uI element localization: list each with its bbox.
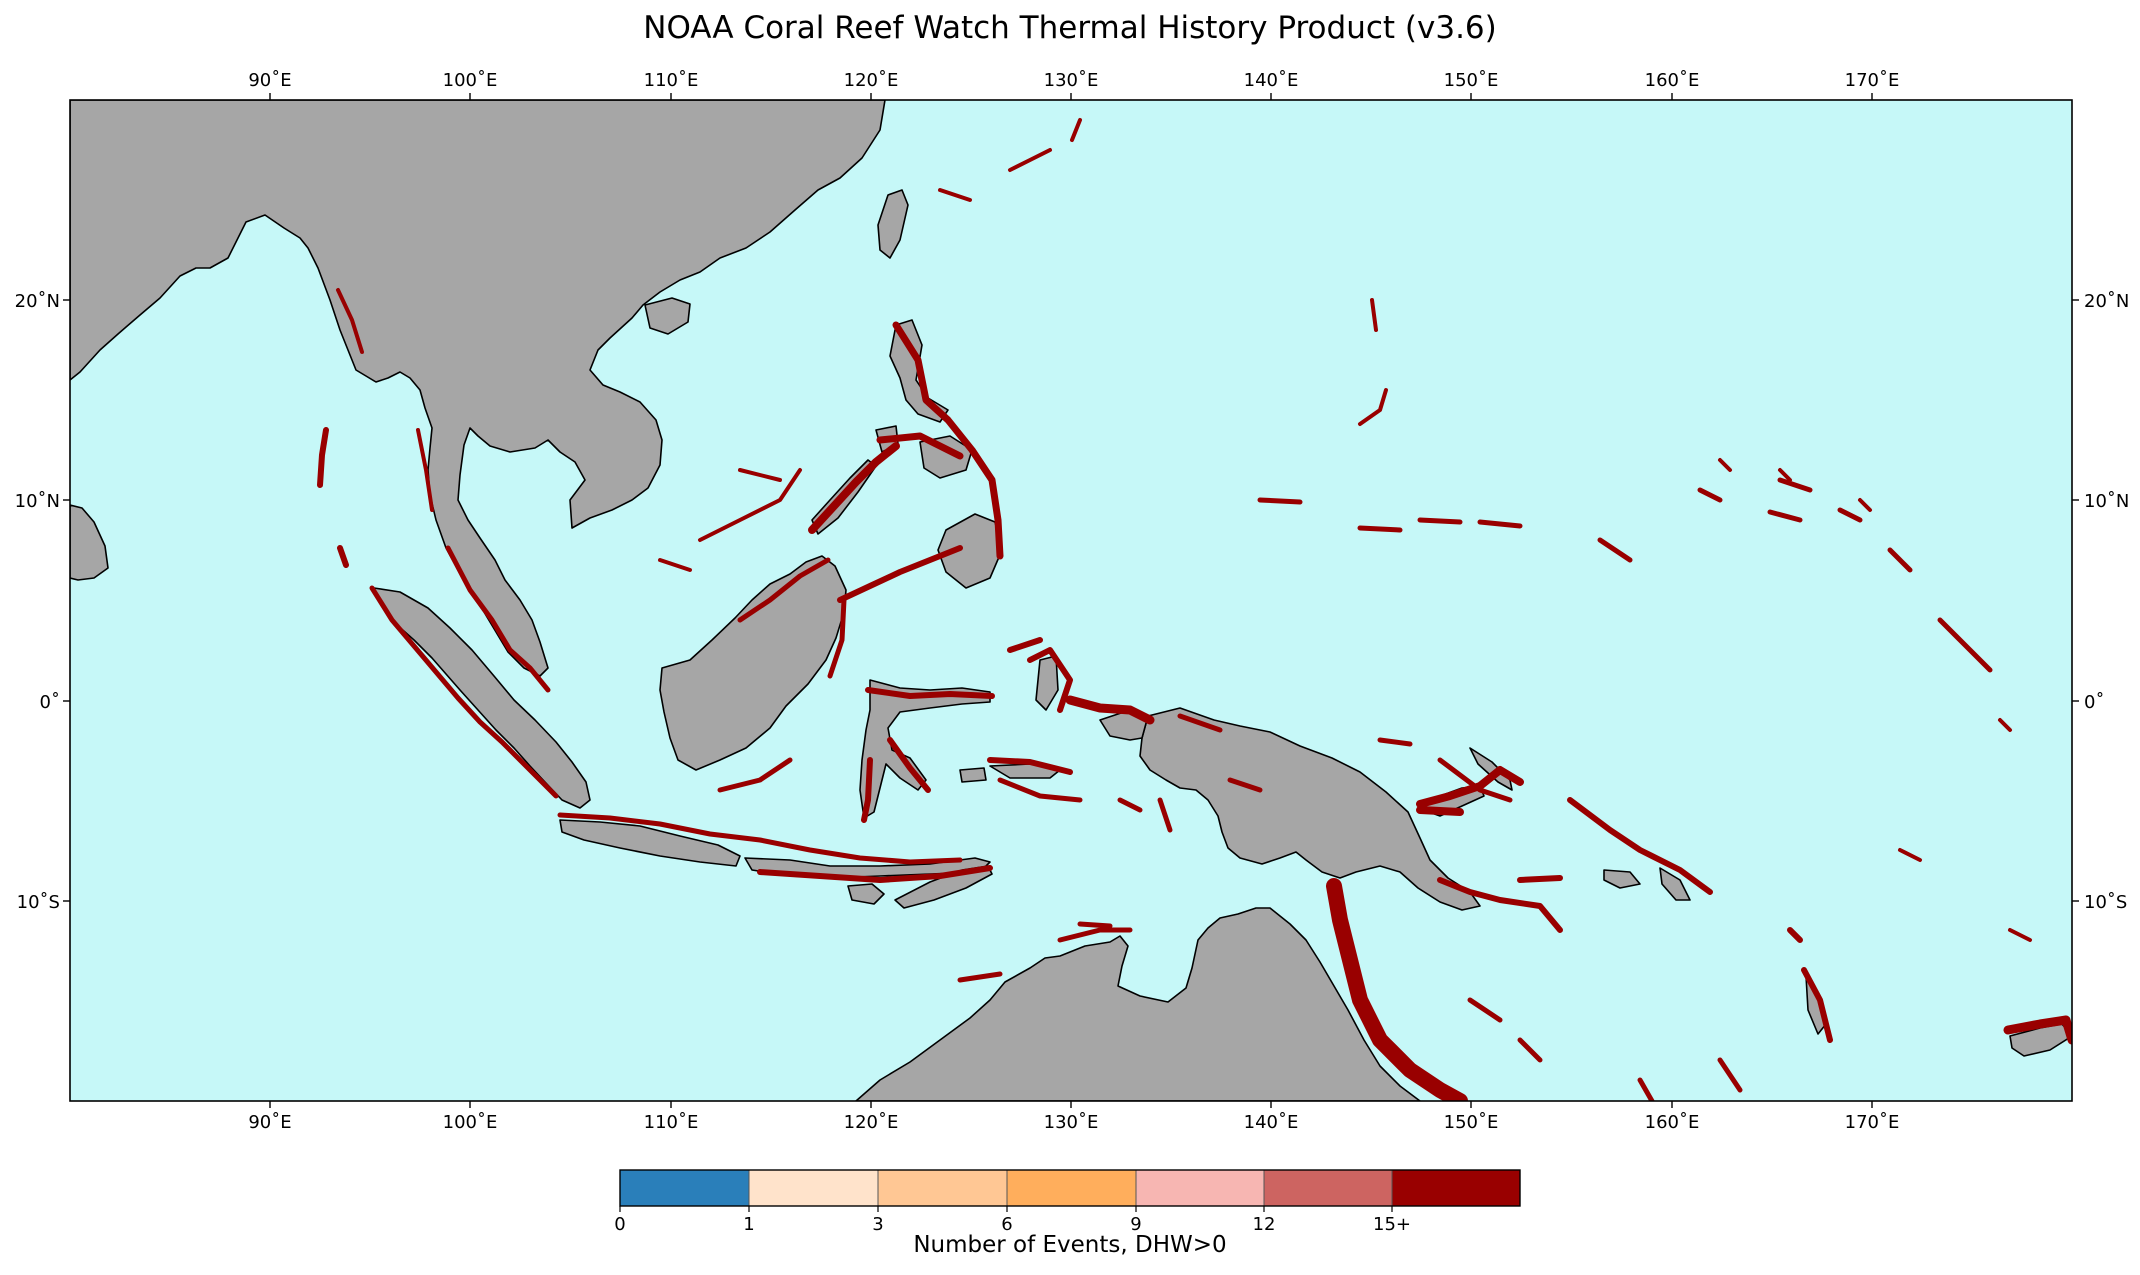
reef-sulawesi bbox=[861, 687, 995, 823]
reef-borneo bbox=[717, 557, 847, 793]
colorbar-bin bbox=[749, 1170, 878, 1206]
lat-label-left: 0˚ bbox=[40, 692, 60, 713]
visayas bbox=[919, 435, 973, 479]
colorbar-tick-label: 1 bbox=[743, 1214, 754, 1235]
australia bbox=[855, 907, 1421, 1101]
colorbar-title: Number of Events, DHW>0 bbox=[913, 1232, 1227, 1258]
lon-label-bottom: 160˚E bbox=[1645, 1112, 1700, 1133]
lon-label-top: 170˚E bbox=[1845, 70, 1900, 91]
reef-png-south bbox=[1437, 875, 1563, 933]
hainan bbox=[644, 297, 691, 335]
colorbar: 0 1 3 6 9 12 15+ bbox=[614, 1169, 1521, 1235]
lon-label-top: 150˚E bbox=[1444, 70, 1499, 91]
lon-label-bottom: 100˚E bbox=[443, 1112, 498, 1133]
reef-malacca bbox=[445, 545, 551, 693]
colorbar-tick-label: 6 bbox=[1001, 1214, 1012, 1235]
lon-labels-bottom: 90˚E 100˚E 110˚E 120˚E 130˚E 140˚E 150˚E… bbox=[248, 1112, 1899, 1133]
reef-pixels bbox=[317, 118, 2072, 1101]
lon-label-top: 140˚E bbox=[1244, 70, 1299, 91]
lat-label-left: 10˚S bbox=[17, 892, 60, 913]
lon-label-bottom: 110˚E bbox=[644, 1112, 699, 1133]
lat-label-right: 20˚N bbox=[2084, 291, 2129, 312]
lon-label-bottom: 150˚E bbox=[1444, 1112, 1499, 1133]
lon-label-bottom: 140˚E bbox=[1244, 1112, 1299, 1133]
colorbar-tick-label: 9 bbox=[1130, 1214, 1141, 1235]
colorbar-tick-label: 12 bbox=[1253, 1214, 1276, 1235]
reef-raja-ampat bbox=[1065, 695, 1155, 725]
reef-pacific-scatter bbox=[1718, 458, 2032, 942]
page-title: NOAA Coral Reef Watch Thermal History Pr… bbox=[643, 10, 1497, 46]
reef-east-china-sea bbox=[938, 118, 1082, 202]
lon-label-top: 130˚E bbox=[1044, 70, 1099, 91]
colorbar-bin bbox=[1264, 1170, 1392, 1206]
buru bbox=[959, 767, 987, 783]
colorbar-tick-label: 3 bbox=[872, 1214, 883, 1235]
reef-coral-sea bbox=[1467, 997, 1743, 1101]
new-guinea bbox=[1139, 707, 1481, 911]
lon-label-top: 100˚E bbox=[443, 70, 498, 91]
lon-label-top: 110˚E bbox=[644, 70, 699, 91]
lon-label-top: 90˚E bbox=[248, 70, 291, 91]
lon-label-top: 120˚E bbox=[844, 70, 899, 91]
sulawesi bbox=[859, 679, 991, 819]
lat-label-left: 20˚N bbox=[15, 291, 60, 312]
borneo bbox=[659, 555, 847, 771]
lon-labels-top: 90˚E 100˚E 110˚E 120˚E 130˚E 140˚E 150˚E… bbox=[248, 70, 1899, 91]
reef-marianas bbox=[1358, 298, 1388, 426]
reef-vanuatu bbox=[1787, 927, 1833, 1043]
reef-png-west bbox=[1157, 777, 1263, 833]
taiwan bbox=[877, 189, 909, 259]
colorbar-bin bbox=[878, 1170, 1007, 1206]
java bbox=[559, 819, 741, 867]
reef-philippines bbox=[876, 321, 1004, 560]
reef-solomon bbox=[1567, 797, 1713, 895]
reef-fiji bbox=[2003, 1015, 2072, 1045]
reef-marshall bbox=[1777, 477, 1993, 673]
guadalcanal bbox=[1603, 869, 1641, 889]
reef-gbr bbox=[1326, 878, 1468, 1101]
colorbar-bin bbox=[1007, 1170, 1136, 1206]
new-ireland bbox=[1469, 747, 1513, 791]
reef-spratly bbox=[658, 468, 802, 572]
sumba bbox=[847, 883, 885, 905]
malaita bbox=[1659, 867, 1691, 901]
map-content bbox=[70, 100, 2072, 1101]
reef-moluccas bbox=[987, 637, 1073, 775]
lon-label-top: 160˚E bbox=[1645, 70, 1700, 91]
colorbar-frame bbox=[619, 1169, 1521, 1207]
reef-sulu bbox=[837, 545, 963, 603]
reef-palawan bbox=[808, 442, 900, 534]
colorbar-bin bbox=[1392, 1170, 1520, 1206]
sri-lanka bbox=[70, 504, 109, 581]
reef-bismarck bbox=[1416, 766, 1524, 816]
reef-myanmar bbox=[336, 288, 434, 512]
lon-label-bottom: 170˚E bbox=[1845, 1112, 1900, 1133]
lat-labels-right: 20˚N 10˚N 0˚ 10˚S bbox=[2084, 291, 2129, 913]
reef-lesser-sundas bbox=[757, 865, 993, 883]
tick-marks bbox=[63, 93, 2079, 1108]
lat-label-right: 0˚ bbox=[2084, 692, 2104, 713]
reef-nw-australia bbox=[957, 921, 1133, 983]
reef-micronesia bbox=[1257, 487, 1803, 563]
colorbar-bin bbox=[620, 1170, 749, 1206]
lat-labels-left: 20˚N 10˚N 0˚ 10˚S bbox=[15, 291, 60, 913]
colorbar-tick-label: 0 bbox=[614, 1214, 625, 1235]
lat-label-right: 10˚S bbox=[2084, 892, 2127, 913]
lon-label-bottom: 130˚E bbox=[1044, 1112, 1099, 1133]
reef-java-north bbox=[557, 812, 963, 865]
lon-label-bottom: 90˚E bbox=[248, 1112, 291, 1133]
reef-sumatra-west bbox=[369, 585, 559, 799]
colorbar-bin bbox=[1136, 1170, 1264, 1206]
sumatra bbox=[373, 587, 591, 809]
colorbar-tick-label: 15+ bbox=[1373, 1214, 1411, 1235]
reef-banda bbox=[997, 777, 1143, 813]
lat-label-right: 10˚N bbox=[2084, 491, 2129, 512]
reef-andaman bbox=[317, 427, 349, 568]
asia-mainland bbox=[70, 100, 886, 677]
lon-label-bottom: 120˚E bbox=[844, 1112, 899, 1133]
lat-label-left: 10˚N bbox=[15, 491, 60, 512]
